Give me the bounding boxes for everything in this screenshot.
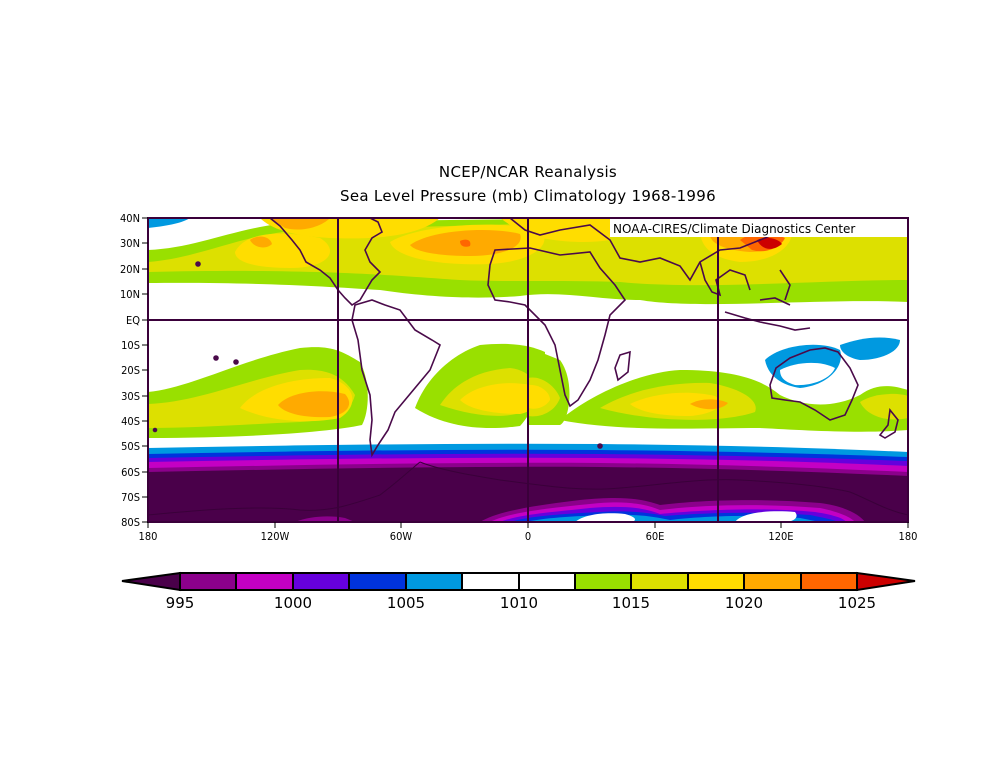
colorbar-overflow-arrow bbox=[856, 571, 916, 592]
x-tick-label: 180 bbox=[139, 530, 158, 543]
y-tick-label: 60S bbox=[121, 466, 140, 479]
y-tick-label: 80S bbox=[121, 516, 140, 529]
y-tick-label: EQ bbox=[126, 314, 140, 327]
credit-text: NOAA-CIRES/Climate Diagnostics Center bbox=[613, 222, 855, 236]
x-tick-label: 180 bbox=[899, 530, 918, 543]
colorbar-label: 995 bbox=[166, 594, 195, 612]
y-tick-label: 20S bbox=[121, 364, 140, 377]
x-tick-label: 60W bbox=[390, 530, 413, 543]
colorbar-underflow-arrow bbox=[121, 571, 181, 592]
chart-subtitle: Sea Level Pressure (mb) Climatology 1968… bbox=[340, 187, 716, 205]
y-tick-label: 40N bbox=[120, 212, 140, 225]
colorbar-labels: 995 1000 1005 1010 1015 1020 1025 bbox=[166, 594, 876, 612]
x-tick-label: 60E bbox=[646, 530, 665, 543]
y-tick-label: 50S bbox=[121, 440, 140, 453]
y-axis-labels: 40N 30N 20N 10N EQ 10S 20S 30S 40S 50S 6… bbox=[120, 212, 140, 529]
x-tick-label: 120W bbox=[261, 530, 290, 543]
map-gridlines bbox=[148, 218, 908, 522]
y-tick-label: 20N bbox=[120, 263, 140, 276]
colorbar-label: 1005 bbox=[387, 594, 425, 612]
y-tick-label: 40S bbox=[121, 415, 140, 428]
colorbar bbox=[121, 571, 916, 592]
credit-box bbox=[610, 219, 907, 237]
colorbar-label: 1020 bbox=[725, 594, 763, 612]
x-tick-label: 0 bbox=[525, 530, 531, 543]
y-tick-label: 10S bbox=[121, 339, 140, 352]
y-tick-label: 30N bbox=[120, 237, 140, 250]
colorbar-label: 1000 bbox=[274, 594, 312, 612]
x-axis-labels: 180 120W 60W 0 60E 120E 180 bbox=[139, 530, 918, 543]
x-tick-label: 120E bbox=[768, 530, 793, 543]
y-tick-label: 10N bbox=[120, 288, 140, 301]
x-axis-ticks bbox=[147, 522, 909, 528]
colorbar-label: 1010 bbox=[500, 594, 538, 612]
y-tick-label: 30S bbox=[121, 390, 140, 403]
y-tick-label: 70S bbox=[121, 491, 140, 504]
colorbar-label: 1015 bbox=[612, 594, 650, 612]
y-axis-ticks bbox=[142, 217, 148, 523]
colorbar-label: 1025 bbox=[838, 594, 876, 612]
chart-title: NCEP/NCAR Reanalysis bbox=[438, 163, 618, 181]
